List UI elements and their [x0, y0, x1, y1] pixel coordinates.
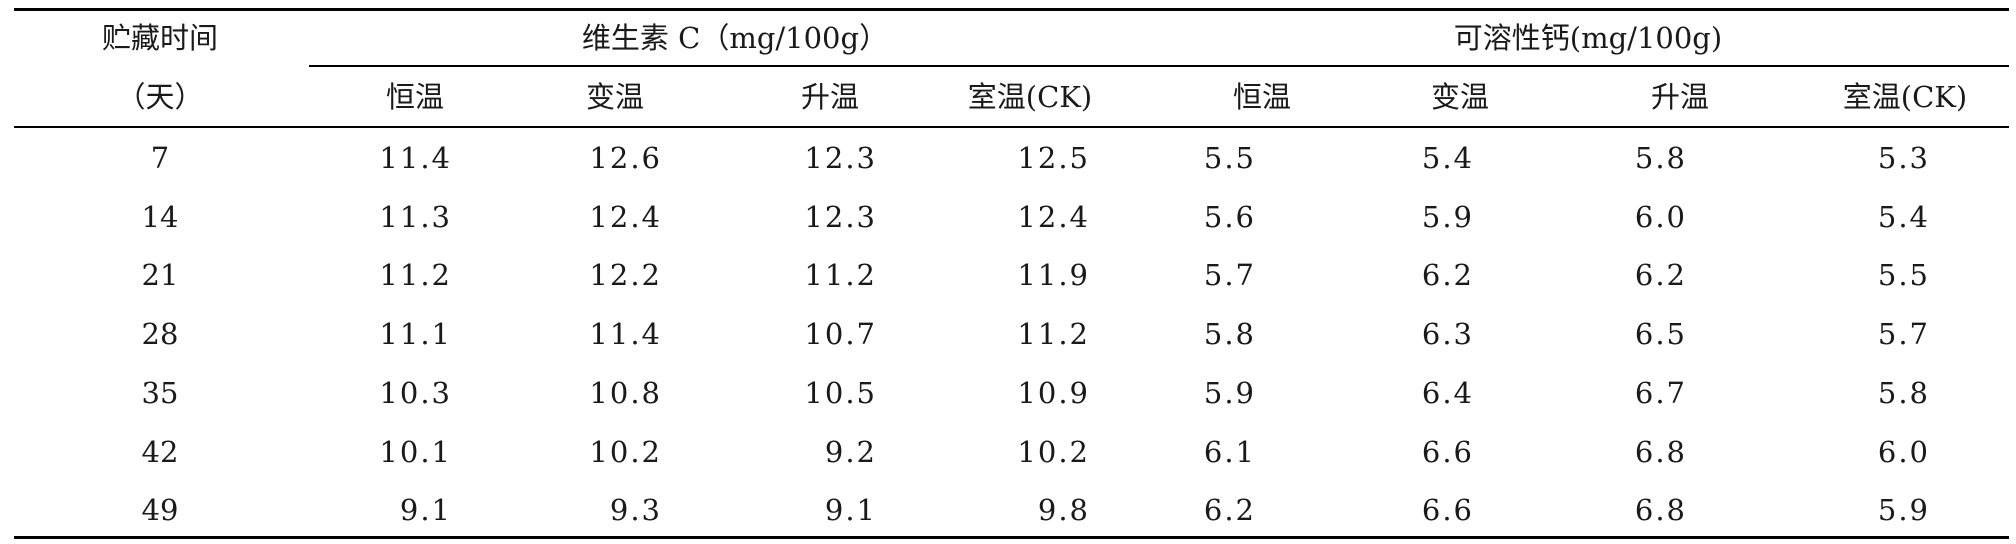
- cell-vc-rising-temp: 10.7: [804, 317, 877, 351]
- cell-ca-variable-temp: 6.3: [1421, 317, 1474, 351]
- cell-vc-constant-temp: 11.3: [379, 200, 452, 234]
- cell-vc-room-temp-ck: 10.9: [1017, 376, 1090, 410]
- cell-vc-rising-temp: 12.3: [804, 141, 877, 175]
- cell-ca-constant-temp: 6.1: [1203, 435, 1256, 469]
- subheader-ca-constant-temp: 恒温: [1232, 80, 1292, 114]
- subheader-ca-room-temp-ck: 室温(CK): [1842, 80, 1968, 114]
- cell-ca-room-temp-ck: 5.9: [1877, 493, 1930, 527]
- cell-vc-constant-temp: 9.1: [399, 493, 452, 527]
- cell-day: 21: [141, 258, 179, 292]
- cell-vc-constant-temp: 11.4: [379, 141, 452, 175]
- cell-vc-room-temp-ck: 12.4: [1017, 200, 1090, 234]
- cell-ca-room-temp-ck: 5.4: [1877, 200, 1930, 234]
- cell-vc-variable-temp: 12.2: [589, 258, 662, 292]
- header-storage-unit: （天）: [116, 80, 204, 114]
- cell-vc-constant-temp: 10.3: [379, 376, 452, 410]
- cell-ca-room-temp-ck: 5.8: [1877, 376, 1930, 410]
- subheader-ca-rising-temp: 升温: [1650, 80, 1710, 114]
- cell-vc-rising-temp: 9.1: [824, 493, 877, 527]
- cell-ca-constant-temp: 5.9: [1203, 376, 1256, 410]
- cell-vc-variable-temp: 10.2: [589, 435, 662, 469]
- cell-ca-room-temp-ck: 5.7: [1877, 317, 1930, 351]
- cell-ca-constant-temp: 5.6: [1203, 200, 1256, 234]
- cell-ca-constant-temp: 5.8: [1203, 317, 1256, 351]
- cell-ca-variable-temp: 5.9: [1421, 200, 1474, 234]
- cell-vc-constant-temp: 11.2: [379, 258, 452, 292]
- cell-vc-variable-temp: 11.4: [589, 317, 662, 351]
- subheader-vc-constant-temp: 恒温: [385, 80, 445, 114]
- cell-ca-room-temp-ck: 5.3: [1877, 141, 1930, 175]
- cell-day: 7: [150, 141, 170, 175]
- cell-day: 42: [141, 435, 179, 469]
- cell-vc-constant-temp: 11.1: [379, 317, 452, 351]
- cell-ca-rising-temp: 6.8: [1634, 493, 1687, 527]
- cell-day: 28: [141, 317, 179, 351]
- cell-ca-variable-temp: 6.6: [1421, 493, 1474, 527]
- cell-ca-rising-temp: 6.2: [1634, 258, 1687, 292]
- header-bottom-rule: [14, 126, 2009, 128]
- cell-day: 14: [141, 200, 179, 234]
- cell-day: 49: [141, 493, 179, 527]
- cell-day: 35: [141, 376, 179, 410]
- cell-ca-rising-temp: 6.7: [1634, 376, 1687, 410]
- subheader-vc-variable-temp: 变温: [585, 80, 645, 114]
- bottom-rule: [14, 536, 2009, 539]
- cell-ca-rising-temp: 6.0: [1634, 200, 1687, 234]
- cell-ca-rising-temp: 5.8: [1634, 141, 1687, 175]
- cell-vc-room-temp-ck: 10.2: [1017, 435, 1090, 469]
- cell-vc-room-temp-ck: 9.8: [1037, 493, 1090, 527]
- cell-vc-variable-temp: 10.8: [589, 376, 662, 410]
- cell-vc-rising-temp: 9.2: [824, 435, 877, 469]
- header-group-vitamin-c: 维生素 C（mg/100g）: [581, 21, 889, 55]
- cell-ca-constant-temp: 5.7: [1203, 258, 1256, 292]
- cell-ca-constant-temp: 6.2: [1203, 493, 1256, 527]
- cell-vc-room-temp-ck: 11.2: [1017, 317, 1090, 351]
- cell-ca-variable-temp: 6.6: [1421, 435, 1474, 469]
- header-group-soluble-calcium: 可溶性钙(mg/100g): [1453, 21, 1723, 55]
- subheader-vc-rising-temp: 升温: [800, 80, 860, 114]
- cell-ca-room-temp-ck: 5.5: [1877, 258, 1930, 292]
- cell-vc-variable-temp: 12.4: [589, 200, 662, 234]
- cell-vc-room-temp-ck: 12.5: [1017, 141, 1090, 175]
- cell-ca-rising-temp: 6.5: [1634, 317, 1687, 351]
- cell-vc-variable-temp: 9.3: [609, 493, 662, 527]
- cell-ca-variable-temp: 6.4: [1421, 376, 1474, 410]
- top-rule: [14, 8, 2009, 11]
- subheader-ca-variable-temp: 变温: [1430, 80, 1490, 114]
- cell-vc-rising-temp: 11.2: [804, 258, 877, 292]
- cell-ca-variable-temp: 5.4: [1421, 141, 1474, 175]
- cell-ca-constant-temp: 5.5: [1203, 141, 1256, 175]
- header-storage-time: 贮藏时间: [101, 21, 219, 55]
- cell-vc-variable-temp: 12.6: [589, 141, 662, 175]
- group-rule: [309, 65, 2009, 67]
- cell-vc-room-temp-ck: 11.9: [1017, 258, 1090, 292]
- cell-vc-constant-temp: 10.1: [379, 435, 452, 469]
- cell-ca-room-temp-ck: 6.0: [1877, 435, 1930, 469]
- cell-ca-variable-temp: 6.2: [1421, 258, 1474, 292]
- cell-vc-rising-temp: 10.5: [804, 376, 877, 410]
- subheader-vc-room-temp-ck: 室温(CK): [967, 80, 1093, 114]
- cell-vc-rising-temp: 12.3: [804, 200, 877, 234]
- cell-ca-rising-temp: 6.8: [1634, 435, 1687, 469]
